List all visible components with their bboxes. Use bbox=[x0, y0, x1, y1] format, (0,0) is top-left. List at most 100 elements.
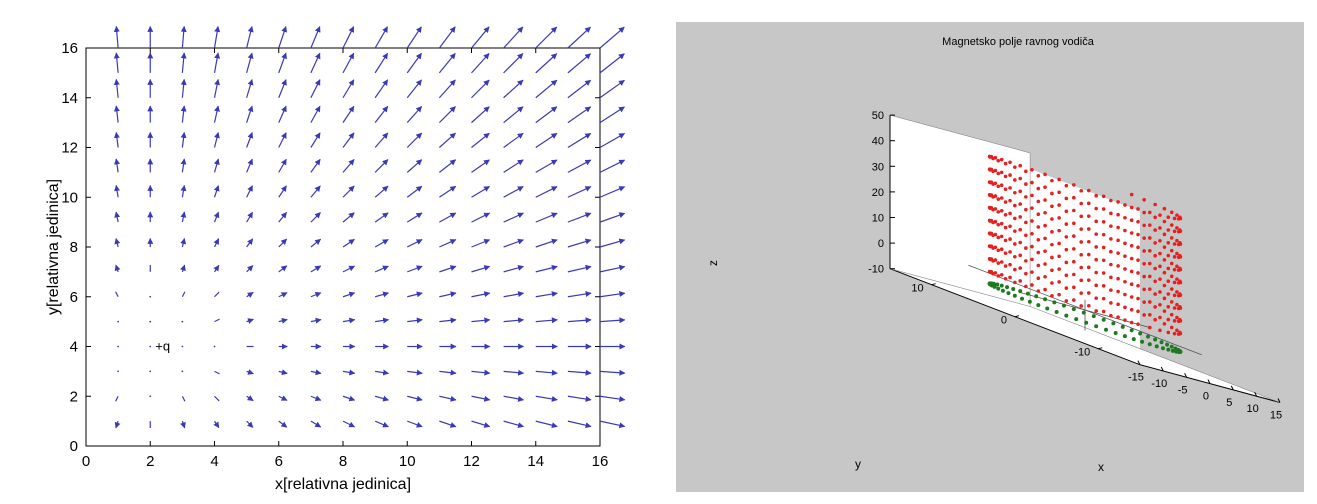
helix-point bbox=[1136, 271, 1140, 275]
helix-point bbox=[1013, 280, 1017, 285]
helix-point bbox=[1064, 235, 1069, 239]
helix-point bbox=[1158, 315, 1162, 320]
field-point bbox=[1145, 334, 1150, 339]
field-vector bbox=[113, 25, 120, 49]
field-vector bbox=[310, 369, 322, 376]
helix-point bbox=[1169, 274, 1174, 279]
helix-point bbox=[1050, 255, 1054, 260]
helix-point bbox=[1072, 195, 1076, 200]
field-vector bbox=[599, 26, 625, 49]
field-vector bbox=[246, 420, 254, 428]
helix-point bbox=[1129, 295, 1134, 299]
field-vector bbox=[310, 395, 322, 402]
field-vector bbox=[342, 105, 355, 123]
field-vector bbox=[213, 52, 221, 73]
helix-point bbox=[1158, 302, 1162, 307]
helix-point bbox=[988, 232, 992, 236]
field-point bbox=[1006, 291, 1011, 296]
field-vector bbox=[535, 132, 558, 148]
helix-point bbox=[1072, 208, 1076, 213]
helix-point bbox=[988, 219, 992, 223]
helix-point bbox=[1043, 185, 1047, 189]
field-point bbox=[1120, 324, 1125, 329]
helix-point bbox=[988, 270, 992, 275]
x-tick-mark bbox=[1230, 385, 1234, 391]
y-axis-label: y bbox=[855, 457, 861, 471]
field-vector bbox=[375, 317, 390, 324]
field-point bbox=[1138, 331, 1143, 336]
helix-point bbox=[1072, 272, 1076, 277]
helix-point bbox=[1101, 245, 1106, 250]
helix-point bbox=[1116, 302, 1120, 307]
field-vector bbox=[407, 420, 423, 428]
helix-point bbox=[1079, 304, 1084, 308]
helix-point bbox=[1043, 249, 1047, 253]
x-tick-label: 6 bbox=[275, 453, 283, 470]
field-vector bbox=[567, 238, 592, 248]
helix-point bbox=[1142, 261, 1146, 266]
field-point bbox=[1159, 340, 1164, 345]
helix-point bbox=[1008, 211, 1012, 216]
helix-point bbox=[1008, 160, 1012, 165]
field-point bbox=[1140, 339, 1145, 344]
helix-point bbox=[1050, 217, 1054, 221]
field-vector bbox=[114, 420, 121, 429]
helix-points bbox=[987, 154, 1183, 355]
field-vector bbox=[310, 79, 321, 99]
field-vector bbox=[246, 318, 254, 324]
helix-point bbox=[1079, 291, 1084, 295]
field-point bbox=[1074, 317, 1079, 322]
helix-point bbox=[1018, 266, 1023, 270]
field-vector bbox=[180, 211, 187, 223]
helix-point bbox=[1086, 278, 1091, 282]
helix-point bbox=[1147, 223, 1152, 227]
helix-point bbox=[1094, 283, 1098, 288]
helix-point bbox=[1024, 233, 1028, 238]
field-vector bbox=[180, 25, 187, 49]
helix-point bbox=[1086, 265, 1091, 270]
field-vector bbox=[213, 25, 221, 49]
field-vector bbox=[471, 185, 490, 198]
field-vector bbox=[535, 291, 558, 298]
helix-point bbox=[1043, 210, 1047, 215]
helix-point bbox=[988, 180, 992, 185]
helix-point bbox=[1109, 224, 1113, 228]
helix-point bbox=[1166, 253, 1171, 258]
helix-point bbox=[996, 184, 1001, 189]
helix-point bbox=[1064, 196, 1069, 201]
field-vector bbox=[406, 52, 422, 74]
field-vector bbox=[439, 265, 457, 273]
field-vector bbox=[438, 79, 456, 99]
field-vector bbox=[310, 52, 321, 74]
field-vector bbox=[374, 265, 389, 273]
field-vector bbox=[117, 345, 120, 348]
field-vector bbox=[246, 395, 254, 402]
z-tick-label: 40 bbox=[872, 136, 884, 148]
field-point bbox=[1111, 321, 1116, 326]
helix-point bbox=[1172, 229, 1177, 234]
helix-point bbox=[991, 271, 995, 276]
helix-point bbox=[1008, 173, 1012, 177]
field-vector bbox=[406, 106, 423, 124]
field-point bbox=[1018, 289, 1023, 294]
helix-point bbox=[1057, 292, 1061, 297]
field-vector bbox=[599, 369, 626, 376]
field-vector bbox=[374, 395, 390, 402]
helix-point bbox=[1072, 285, 1076, 290]
helix-point bbox=[1101, 309, 1106, 314]
helix-point bbox=[1175, 238, 1179, 243]
helix-point bbox=[1172, 216, 1177, 221]
field-vector bbox=[310, 212, 321, 223]
helix-point bbox=[1147, 274, 1152, 279]
field-vector bbox=[246, 158, 253, 173]
helix-point bbox=[1162, 309, 1167, 313]
helix-point bbox=[1116, 289, 1120, 294]
x-tick-label: 2 bbox=[146, 453, 154, 470]
helix-point bbox=[991, 246, 995, 250]
helix-point bbox=[1169, 300, 1174, 304]
field-vector bbox=[503, 212, 524, 223]
helix-point bbox=[1072, 247, 1076, 251]
helix-point bbox=[1086, 252, 1091, 257]
helix-point bbox=[1158, 213, 1162, 217]
field-vector bbox=[439, 291, 457, 298]
